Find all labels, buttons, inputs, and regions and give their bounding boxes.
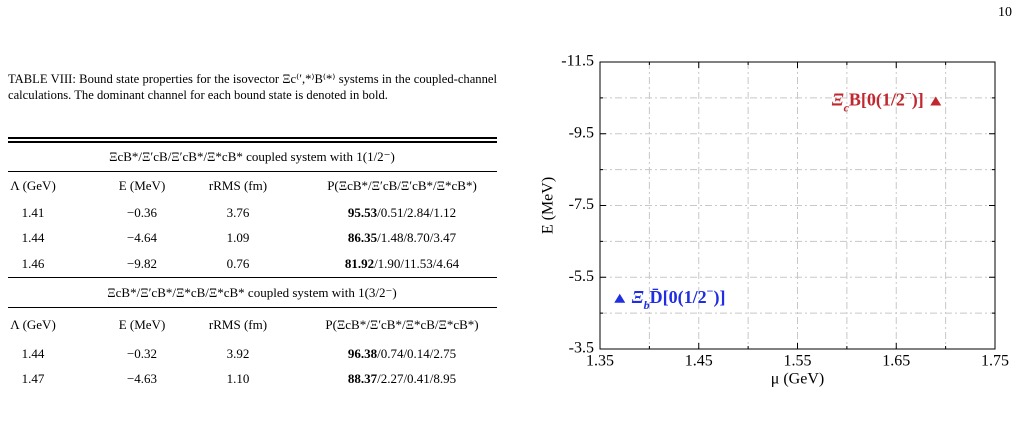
y-tick-label: -5.5	[569, 268, 594, 285]
section-title: ΞcB*/Ξ′cB/Ξ′cB*/Ξ*cB* coupled system wit…	[109, 149, 395, 164]
x-tick-label: 1.65	[882, 353, 910, 370]
table-cell: 3.76	[226, 204, 250, 220]
table-cell: 1.44	[21, 345, 45, 361]
table-cell: 1.46	[21, 255, 45, 271]
label-part: )]	[912, 90, 924, 111]
table-cell: 3.92	[226, 345, 250, 361]
probability-cell: 95.53/0.51/2.84/1.12	[348, 205, 456, 221]
point-label: ΞcB[0(1/2−)]	[832, 86, 924, 114]
column-header: Λ (GeV)	[10, 317, 56, 332]
column-header: rRMS (fm)	[208, 317, 268, 332]
x-tick-label: 1.35	[586, 353, 614, 370]
y-tick-label: -11.5	[561, 53, 594, 70]
y-axis-label: E (MeV)	[540, 177, 557, 234]
column-header: P(ΞcB*/Ξ′cB*/Ξ*cB/Ξ*cB*)	[325, 317, 479, 332]
table-cell: 1.09	[226, 230, 250, 245]
column-header: P(ΞcB*/Ξ′cB/Ξ′cB*/Ξ*cB*)	[327, 178, 477, 193]
label-part: D̄[0(1/2	[650, 287, 707, 308]
label-part: −	[905, 86, 912, 100]
column-header: Λ (GeV)	[10, 178, 56, 193]
dominant-probability: 88.37	[347, 371, 378, 386]
dominant-probability: 81.92	[344, 255, 375, 271]
column-header: E (MeV)	[118, 178, 166, 193]
table: ΞcB*/Ξ′cB/Ξ′cB*/Ξ*cB* coupled system wit…	[8, 137, 497, 428]
table-rule	[8, 307, 497, 308]
label-part: Ξ	[632, 287, 644, 307]
label-part: b	[644, 298, 650, 312]
table-caption: TABLE VIII: Bound state properties for t…	[8, 72, 497, 102]
table-cell: 1.10	[226, 371, 250, 386]
x-tick-label: 1.55	[784, 353, 812, 370]
label-part: Ξ	[832, 90, 844, 110]
other-probabilities: /2.27/0.41/8.95	[377, 371, 457, 386]
other-probabilities: /1.48/8.70/3.47	[377, 230, 457, 245]
column-header: rRMS (fm)	[208, 178, 268, 193]
dominant-probability: 86.35	[347, 230, 378, 245]
label-part: −	[707, 284, 714, 298]
point-label: ΞbD̄[0(1/2−)]	[632, 284, 726, 312]
dominant-probability: 96.38	[347, 345, 378, 361]
dominant-probability: 95.53	[347, 204, 378, 220]
label-part: )]	[713, 287, 725, 308]
table-rule	[8, 141, 497, 143]
label-part: B[0(1/2	[849, 90, 905, 111]
table-rule	[8, 171, 497, 172]
probability-cell: 81.92/1.90/11.53/4.64	[345, 256, 459, 272]
column-header: E (MeV)	[118, 317, 166, 332]
table-cell: −0.36	[126, 204, 158, 220]
y-tick-label: -3.5	[569, 340, 594, 357]
table-cell: −4.63	[126, 371, 158, 386]
table-cell: −4.64	[126, 230, 158, 245]
other-probabilities: /0.51/2.84/1.12	[377, 204, 457, 220]
page-number: 10	[998, 5, 1012, 20]
x-tick-label: 1.45	[685, 353, 713, 370]
probability-cell: 96.38/0.74/0.14/2.75	[348, 346, 456, 362]
table-cell: 0.76	[226, 255, 250, 271]
probability-cell: 88.37/2.27/0.41/8.95	[348, 371, 456, 387]
table-cell: 1.44	[21, 230, 45, 245]
other-probabilities: /0.74/0.14/2.75	[377, 345, 457, 361]
marker	[614, 293, 626, 303]
y-tick-label: -7.5	[569, 196, 594, 213]
table-cell: 1.47	[21, 371, 45, 386]
table-cell: −0.32	[126, 345, 158, 361]
x-tick-label: 1.75	[981, 353, 1009, 370]
section-title: ΞcB*/Ξ′cB*/Ξ*cB/Ξ*cB* coupled system wit…	[107, 285, 397, 300]
x-axis-label: μ (GeV)	[771, 371, 824, 388]
probability-cell: 86.35/1.48/8.70/3.47	[348, 230, 456, 246]
table-cell: 1.41	[21, 204, 45, 220]
plot-frame	[599, 61, 996, 350]
table-rule	[8, 137, 497, 139]
label-part: c	[844, 100, 850, 114]
table-cell: −9.82	[126, 255, 158, 271]
marker	[930, 96, 942, 106]
y-tick-label: -9.5	[569, 124, 594, 141]
other-probabilities: /1.90/11.53/4.64	[374, 255, 460, 271]
table-rule	[8, 276, 497, 278]
